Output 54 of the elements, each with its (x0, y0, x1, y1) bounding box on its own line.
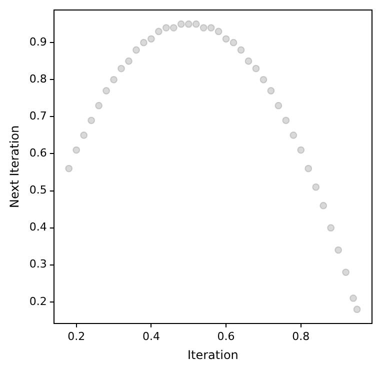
y-tick-label: 0.8 (29, 72, 47, 86)
point (118, 64, 125, 72)
point (320, 202, 328, 210)
x-tick-label: 0.4 (142, 330, 160, 343)
point (110, 76, 118, 84)
x-tick-label: 0.6 (217, 330, 235, 343)
point (282, 116, 290, 124)
point (102, 87, 110, 94)
point (140, 38, 148, 46)
point (353, 306, 361, 314)
point (237, 46, 245, 54)
point (147, 35, 155, 43)
point (170, 24, 178, 32)
point (95, 102, 103, 110)
point (125, 57, 132, 65)
point (162, 24, 170, 32)
point (65, 164, 73, 172)
point (312, 183, 320, 191)
point (260, 76, 268, 84)
point (177, 20, 185, 28)
y-tick-label: 0.2 (29, 294, 47, 308)
point (88, 116, 96, 124)
point (80, 132, 88, 139)
y-tick-label: 0.9 (29, 35, 47, 48)
y-tick-label: 0.4 (29, 220, 47, 234)
point (297, 146, 305, 154)
point (230, 38, 238, 46)
point (334, 246, 342, 254)
x-tick-label: 0.2 (68, 330, 86, 343)
y-axis-title: Next Iteration (7, 125, 22, 208)
y-tick-label: 0.7 (29, 110, 47, 123)
x-axis-title: Iteration (187, 348, 238, 362)
point (274, 102, 282, 110)
point (304, 164, 312, 172)
point (207, 24, 215, 32)
point (154, 28, 162, 36)
point (350, 294, 357, 302)
y-tick-label: 0.5 (29, 184, 47, 197)
point (342, 268, 350, 276)
point (327, 224, 335, 232)
point (267, 87, 275, 94)
point (214, 28, 222, 36)
point (184, 20, 192, 28)
point (252, 64, 260, 72)
point (290, 132, 298, 139)
point (222, 35, 230, 43)
x-tick-label: 0.8 (292, 330, 310, 343)
point (192, 20, 200, 28)
point (132, 46, 140, 54)
point (72, 146, 80, 154)
y-tick-label: 0.6 (29, 146, 47, 160)
point (200, 24, 208, 32)
y-tick-label: 0.3 (29, 258, 47, 271)
point (244, 57, 252, 65)
